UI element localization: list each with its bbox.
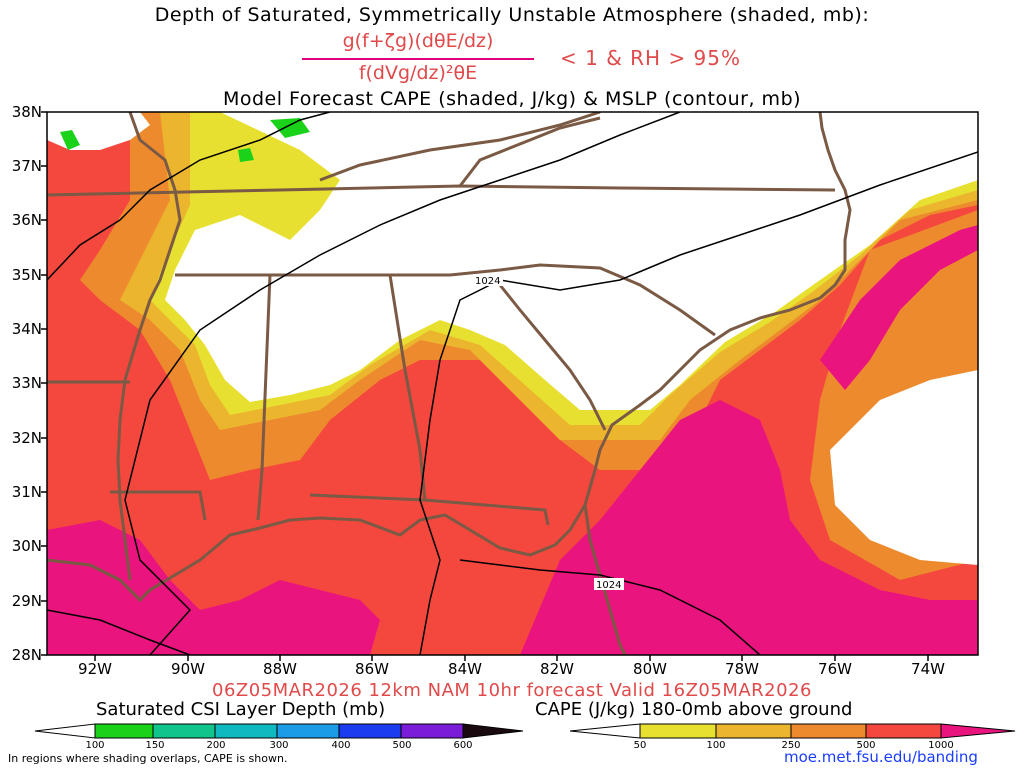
lon-label-78w: 78W bbox=[725, 660, 759, 678]
lat-label-28n: 28N bbox=[11, 646, 42, 664]
csi-tick-400: 400 bbox=[331, 740, 350, 751]
sc-ga-river bbox=[498, 284, 607, 431]
no-cape-ocean bbox=[830, 370, 978, 565]
forecast-valid-time: 06Z05MAR2026 12km NAM 10hr forecast Vali… bbox=[212, 680, 812, 701]
appalachian-line bbox=[458, 116, 601, 187]
cape-tick-50: 50 bbox=[634, 740, 647, 751]
lon-label-92w: 92W bbox=[78, 660, 112, 678]
cape-1000-gulf bbox=[47, 520, 380, 655]
lat-label-31n: 31N bbox=[11, 483, 42, 501]
cape-tick-100: 100 bbox=[706, 740, 725, 751]
lat-label-37n: 37N bbox=[11, 157, 42, 175]
lat-label-35n: 35N bbox=[11, 266, 42, 284]
csi-tick-200: 200 bbox=[206, 740, 225, 751]
mississippi-river bbox=[116, 112, 182, 581]
lon-label-88w: 88W bbox=[263, 660, 297, 678]
formula-numerator: g(f+ζg)(dθE/dz) bbox=[342, 30, 494, 52]
cape-legend-bar bbox=[569, 723, 1016, 739]
lon-label-80w: 80W bbox=[633, 660, 667, 678]
lat-label-30n: 30N bbox=[11, 537, 42, 555]
la-ms-border bbox=[110, 490, 207, 521]
fraction-bar bbox=[302, 58, 534, 60]
lon-label-84w: 84W bbox=[448, 660, 482, 678]
formula-denominator: f(dVg/dz)²θE bbox=[358, 62, 478, 84]
cape-tick-500: 500 bbox=[856, 740, 875, 751]
isobar-1024-south bbox=[459, 559, 761, 655]
lat-label-32n: 32N bbox=[11, 429, 42, 447]
cape-tick-250: 250 bbox=[781, 740, 800, 751]
ms-al-vertical bbox=[256, 274, 272, 521]
lat-label-33n: 33N bbox=[11, 374, 42, 392]
csi-tick-100: 100 bbox=[85, 740, 104, 751]
no-cape-land bbox=[165, 112, 978, 410]
csi-legend-title: Saturated CSI Layer Depth (mb) bbox=[96, 699, 386, 720]
title-line-3: Model Forecast CAPE (shaded, J/kg) & MSL… bbox=[222, 88, 802, 110]
isobar-1024-mid bbox=[124, 112, 681, 655]
csi-tick-600: 600 bbox=[453, 740, 472, 751]
lon-label-82w: 82W bbox=[540, 660, 574, 678]
lon-label-90w: 90W bbox=[171, 660, 205, 678]
csi-tick-150: 150 bbox=[145, 740, 164, 751]
lat-label-38n: 38N bbox=[11, 103, 42, 121]
nc-sc-border bbox=[449, 263, 716, 337]
csi-patch-3 bbox=[238, 148, 254, 162]
lon-label-76w: 76W bbox=[818, 660, 852, 678]
va-border bbox=[319, 112, 601, 182]
map-field: 1024 1024 bbox=[47, 112, 978, 655]
cape-legend-title: CAPE (J/kg) 180-0mb above ground bbox=[535, 699, 853, 720]
lat-label-29n: 29N bbox=[11, 592, 42, 610]
lat-label-36n: 36N bbox=[11, 211, 42, 229]
ga-fl-border bbox=[309, 493, 550, 526]
isobar-1024-west bbox=[47, 609, 191, 655]
csi-tick-300: 300 bbox=[269, 740, 288, 751]
csi-patch-1 bbox=[60, 130, 80, 150]
isobar-label-bg-2 bbox=[594, 578, 624, 590]
overlap-note: In regions where shading overlaps, CAPE … bbox=[8, 752, 288, 765]
isobar-label-bg-1 bbox=[473, 274, 503, 286]
lon-label-86w: 86W bbox=[355, 660, 389, 678]
isobar-label-2: 1024 bbox=[596, 580, 621, 591]
source-url[interactable]: moe.met.fsu.edu/banding bbox=[784, 748, 978, 766]
isobar-label-1: 1024 bbox=[475, 276, 500, 287]
csi-legend-bar bbox=[34, 723, 524, 739]
formula-condition: < 1 & RH > 95% bbox=[560, 46, 742, 70]
coast-and-borders bbox=[47, 112, 852, 655]
title-line-1: Depth of Saturated, Symmetrically Unstab… bbox=[154, 4, 870, 26]
florida-coast bbox=[583, 504, 627, 655]
lon-label-74w: 74W bbox=[911, 660, 945, 678]
cape-1000-streak bbox=[820, 225, 978, 390]
lat-label-34n: 34N bbox=[11, 320, 42, 338]
csi-tick-500: 500 bbox=[392, 740, 411, 751]
isobar-1024-north bbox=[47, 112, 331, 281]
axis-ticks bbox=[41, 111, 929, 661]
cape-tick-1000: 1000 bbox=[928, 740, 953, 751]
csi-patch-2 bbox=[270, 118, 310, 138]
cape-1000-atlantic bbox=[520, 400, 978, 655]
